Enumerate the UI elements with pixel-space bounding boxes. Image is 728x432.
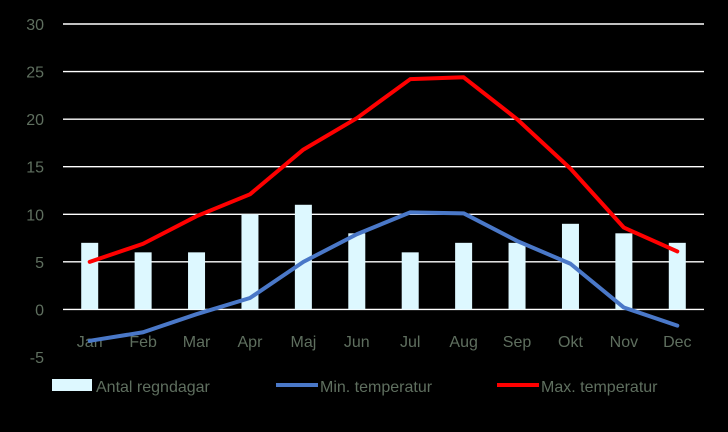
min-temperature-line — [87, 210, 680, 343]
legend-label: Min. temperatur — [320, 379, 433, 396]
x-tick-label: Maj — [290, 334, 316, 351]
rain-days-bar — [668, 242, 686, 310]
y-tick-label: 10 — [26, 207, 44, 224]
x-tick-label: Okt — [558, 334, 583, 351]
legend: Antal regndagar Min. temperatur Max. tempe… — [52, 379, 658, 396]
y-tick-label: 0 — [35, 302, 44, 319]
x-tick-label: Mar — [183, 334, 211, 351]
rain-days-bar — [455, 242, 473, 310]
rain-days-bar — [508, 242, 526, 310]
rain-days-bar — [348, 233, 366, 310]
x-tick-label: Jul — [400, 334, 420, 351]
x-tick-label: Jun — [344, 334, 370, 351]
legend-swatch-bar — [52, 379, 92, 391]
rain-days-bar — [188, 252, 206, 310]
legend-item: Antal regndagar — [52, 379, 211, 396]
rain-days-bar — [81, 242, 99, 310]
rain-days-bar — [401, 252, 419, 310]
line-series — [87, 75, 680, 343]
legend-label: Antal regndagar — [96, 379, 211, 396]
x-tick-label: Nov — [610, 334, 638, 351]
rain-days-bar — [615, 233, 633, 310]
rain-days-bar — [561, 223, 579, 310]
y-tick-label: 5 — [35, 255, 44, 272]
bar-series — [81, 204, 686, 310]
rain-days-bar — [134, 252, 152, 310]
y-tick-label: 25 — [26, 65, 44, 82]
y-tick-label: -5 — [30, 350, 44, 367]
legend-label: Max. temperatur — [541, 379, 658, 396]
x-tick-label: Apr — [238, 334, 264, 351]
y-tick-label: 30 — [26, 17, 44, 34]
x-tick-label: Sep — [503, 334, 532, 351]
x-tick-label: Feb — [129, 334, 157, 351]
max-temperature-line — [87, 75, 680, 264]
x-tick-label: Aug — [449, 334, 477, 351]
y-tick-label: 15 — [26, 160, 44, 177]
legend-item: Max. temperatur — [497, 379, 658, 396]
x-tick-label: Dec — [663, 334, 691, 351]
rain-days-bar — [241, 214, 259, 310]
y-tick-label: 20 — [26, 112, 44, 129]
y-axis-ticks: -5 0 5 10 15 20 25 30 — [26, 17, 44, 367]
legend-item: Min. temperatur — [276, 379, 433, 396]
rain-days-bar — [294, 204, 312, 310]
x-axis-ticks: Jan Feb Mar Apr Maj Jun Jul Aug Sep Okt Nov Dec — [77, 334, 692, 351]
gridlines — [63, 23, 704, 311]
